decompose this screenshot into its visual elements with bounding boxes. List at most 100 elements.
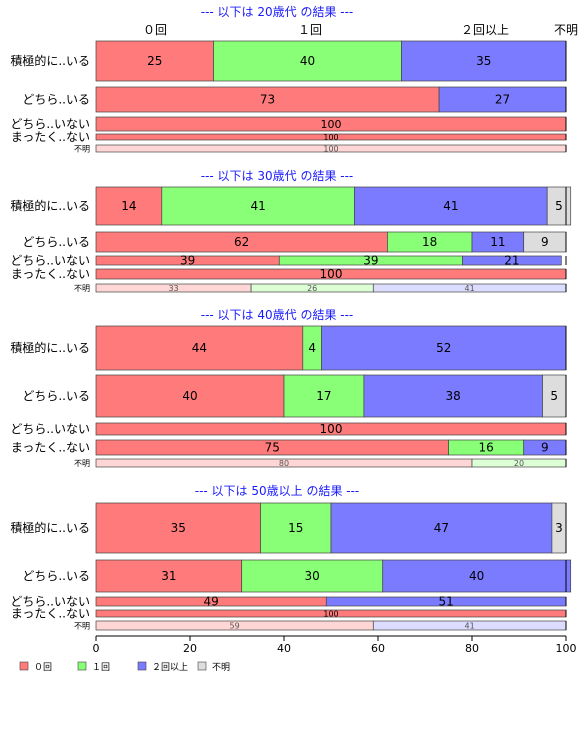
data-label: 18 (422, 235, 437, 249)
data-label: 100 (323, 144, 338, 153)
data-label: 41 (465, 284, 475, 293)
row-label: まったく..ない (11, 441, 90, 455)
data-label: 39 (363, 254, 378, 268)
row-label: まったく..ない (11, 267, 90, 281)
row-label: どちら..いない (10, 254, 90, 268)
row-label: どちら..いる (22, 389, 90, 403)
x-tick-label: 100 (556, 642, 577, 655)
x-tick-label: 80 (465, 642, 479, 655)
panel-title: --- 以下は 50歳以上 の結果 --- (195, 484, 360, 498)
legend-swatch (19, 661, 29, 671)
panel-title: --- 以下は 30歳代 の結果 --- (201, 169, 354, 183)
data-label: 62 (234, 235, 249, 249)
data-label: 21 (504, 254, 519, 268)
row-label: まったく..ない (11, 130, 90, 144)
data-label: 3 (555, 521, 563, 535)
data-label: 40 (469, 569, 484, 583)
data-label: 40 (300, 54, 315, 68)
top-category-label: ０回 (143, 23, 167, 37)
row-label: 積極的に..いる (10, 53, 90, 68)
data-label: 51 (439, 595, 454, 609)
top-category-label: 不明 (554, 23, 578, 37)
data-label: 41 (465, 621, 475, 630)
row-label: 積極的に..いる (10, 198, 90, 213)
data-label: 49 (204, 595, 219, 609)
top-category-label: １回 (298, 23, 322, 37)
bar-segment (354, 186, 548, 226)
data-label: 25 (147, 54, 162, 68)
legend-swatch (197, 661, 207, 671)
data-label: 41 (251, 199, 266, 213)
data-label: 35 (476, 54, 491, 68)
row-label: 不明 (74, 144, 90, 153)
legend-label: ０回 (34, 662, 52, 673)
data-label: 38 (446, 389, 461, 403)
data-label: 5 (550, 389, 558, 403)
top-category-label: ２回以上 (461, 23, 509, 37)
data-label: 14 (121, 199, 136, 213)
row-label: まったく..ない (11, 607, 90, 621)
bar-segment (241, 559, 384, 593)
x-tick-label: 0 (93, 642, 100, 655)
data-label: 17 (316, 389, 331, 403)
data-label: 9 (541, 235, 549, 249)
row-label: どちら..いる (22, 235, 90, 249)
data-label: 11 (490, 235, 505, 249)
bar-segment (95, 40, 214, 82)
row-label: どちら..いない (10, 422, 90, 436)
row-label: 不明 (74, 621, 90, 630)
legend-label: 不明 (212, 662, 230, 673)
row-label: 不明 (74, 459, 90, 468)
data-label: 31 (161, 569, 176, 583)
bar-segment (321, 325, 567, 371)
data-label: 100 (321, 118, 342, 131)
row-label: 積極的に..いる (10, 340, 90, 355)
bar-segment (213, 40, 402, 82)
data-label: 73 (260, 93, 275, 107)
legend-swatch (137, 661, 147, 671)
bar-segment (462, 255, 562, 266)
data-label: 27 (495, 93, 510, 107)
data-label: 44 (192, 341, 207, 355)
panel-title: --- 以下は 40歳代 の結果 --- (201, 308, 354, 322)
data-label: 100 (320, 422, 343, 436)
bar-segment (161, 186, 355, 226)
panel-title: --- 以下は 20歳代 の結果 --- (201, 5, 354, 19)
bar-segment (260, 502, 332, 554)
x-tick-label: 20 (183, 642, 197, 655)
data-label: 80 (279, 459, 289, 468)
legend-label: ２回以上 (152, 662, 188, 673)
data-label: 30 (305, 569, 320, 583)
data-label: 9 (541, 441, 549, 455)
data-label: 75 (265, 441, 280, 455)
data-label: 39 (180, 254, 195, 268)
data-label: 41 (443, 199, 458, 213)
data-label: 5 (555, 199, 563, 213)
data-label: 16 (478, 441, 493, 455)
data-label: 59 (230, 621, 240, 630)
row-label: どちら..いない (10, 117, 90, 131)
bar-segment (283, 374, 365, 418)
row-label: どちら..いる (22, 569, 90, 583)
data-label: 52 (436, 341, 451, 355)
data-label: 35 (171, 521, 186, 535)
data-label: 4 (308, 341, 316, 355)
bar-segment (382, 559, 572, 593)
data-label: 100 (323, 133, 338, 142)
legend-swatch (77, 661, 87, 671)
row-label: 積極的に..いる (10, 520, 90, 535)
data-label: 100 (320, 267, 343, 281)
bar-segment (363, 374, 543, 418)
data-label: 26 (307, 284, 317, 293)
data-label: 20 (514, 459, 524, 468)
data-label: 15 (288, 521, 303, 535)
row-label: どちら..いない (10, 595, 90, 609)
data-label: 100 (323, 609, 338, 618)
row-label: 不明 (74, 284, 90, 293)
row-label: どちら..いる (22, 93, 90, 107)
x-tick-label: 40 (277, 642, 291, 655)
data-label: 40 (182, 389, 197, 403)
bar-segment (95, 374, 285, 418)
bar-segment (95, 325, 304, 371)
